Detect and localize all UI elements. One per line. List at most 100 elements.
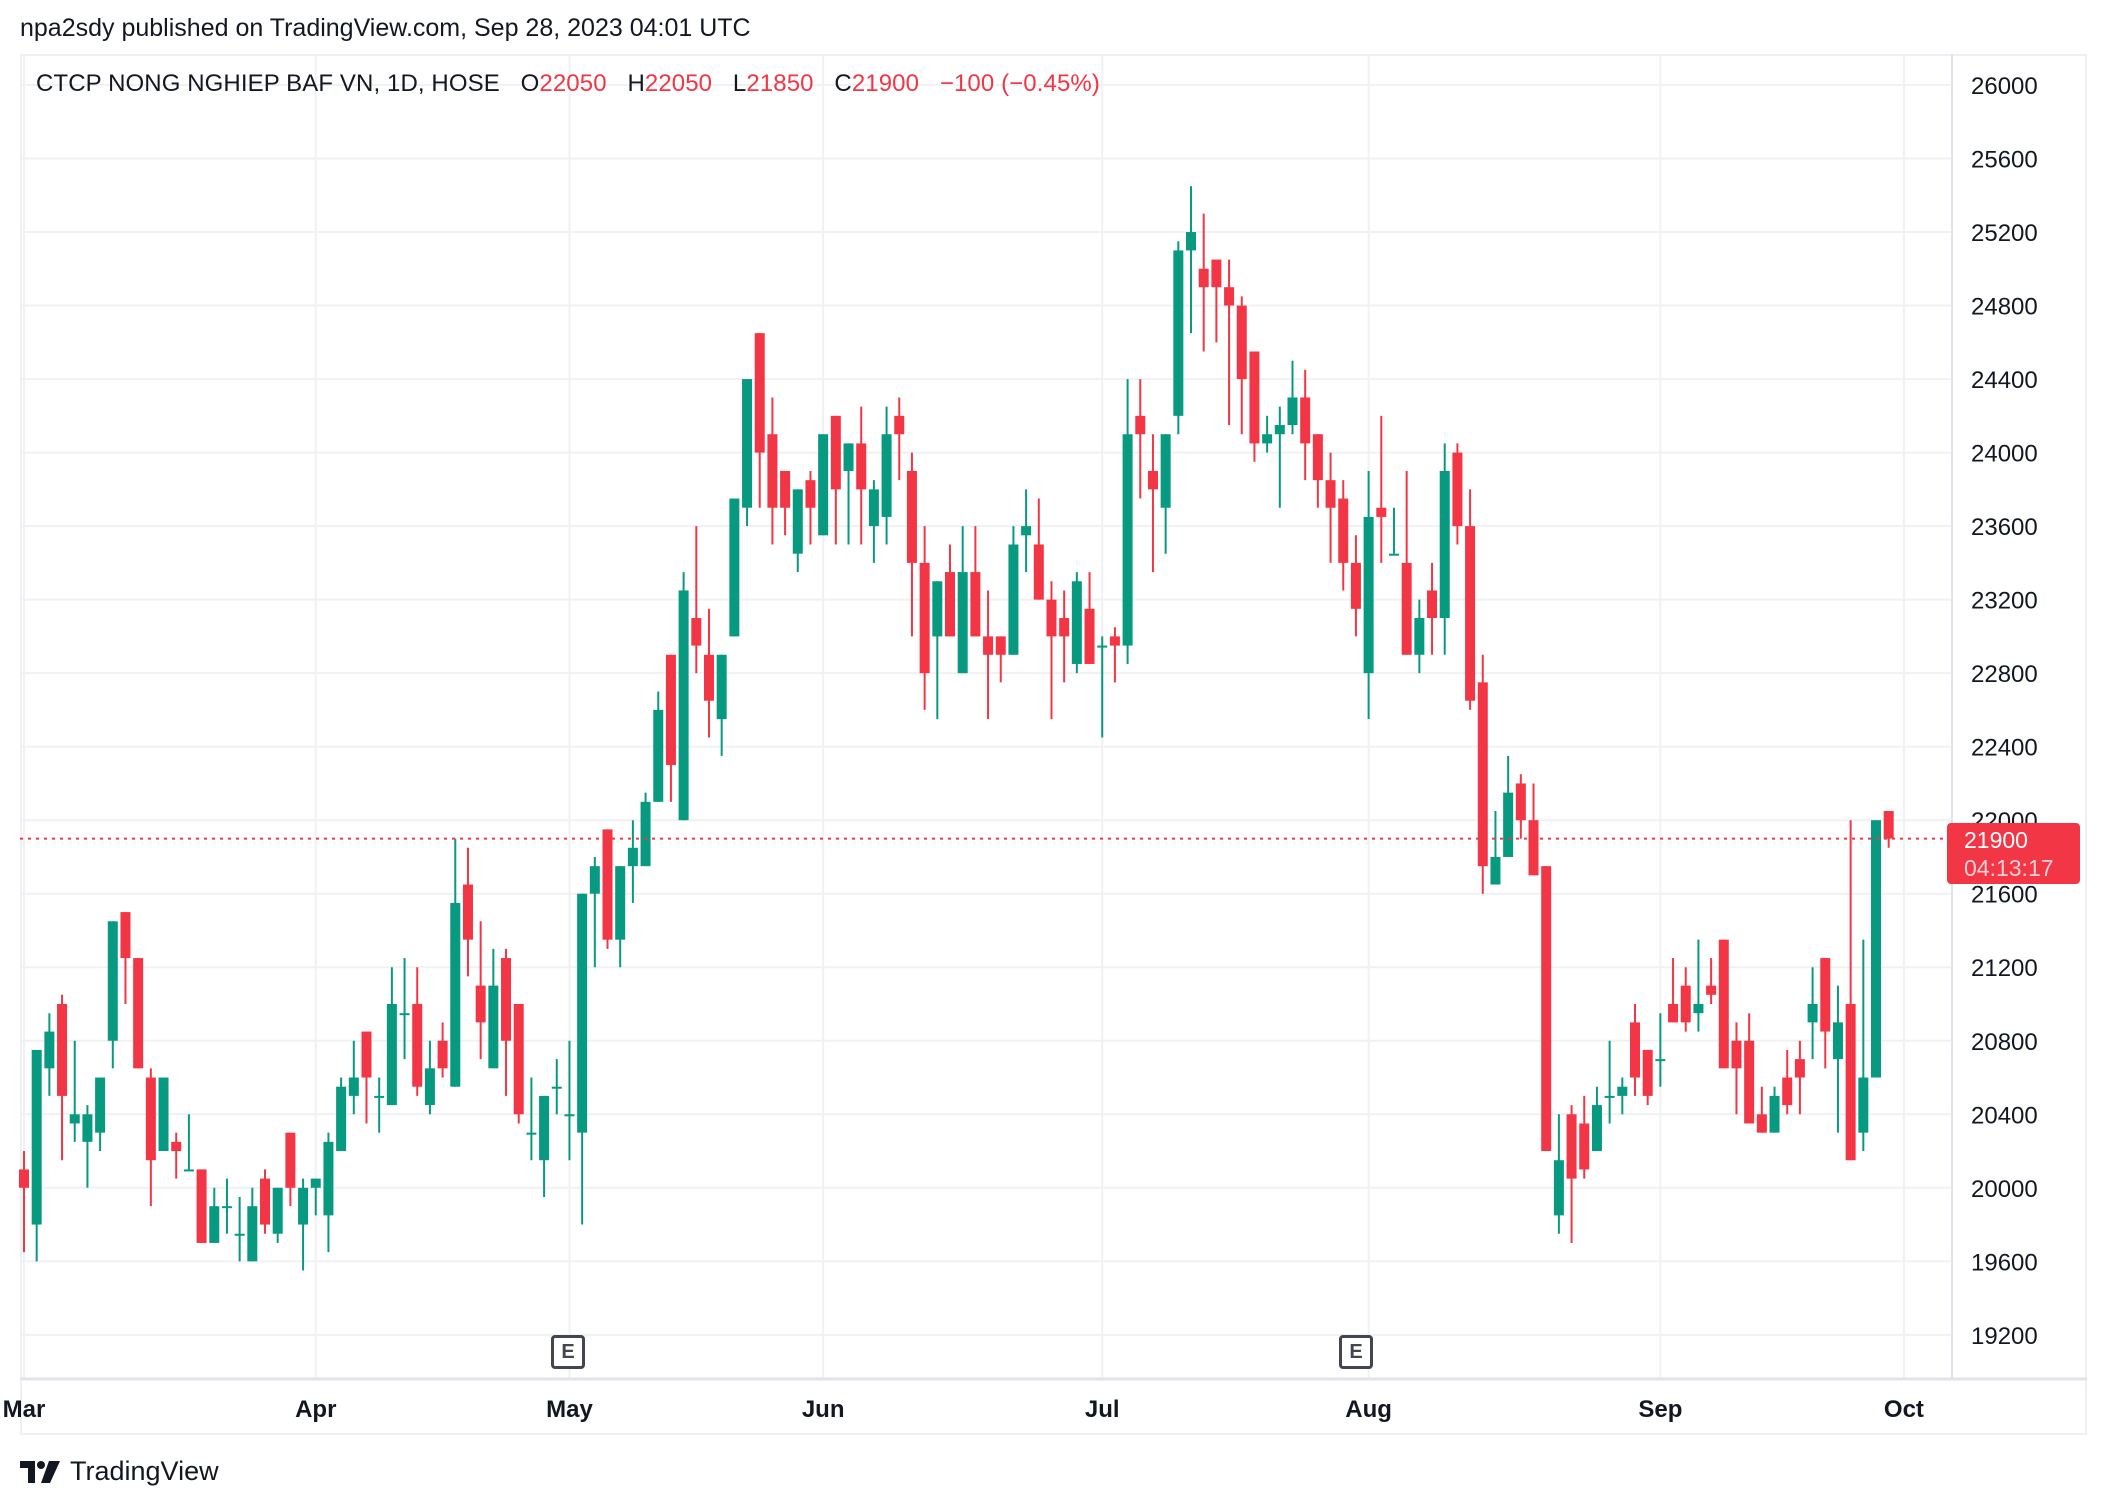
candle	[1312, 434, 1323, 508]
earnings-marker-icon[interactable]: E	[551, 1335, 585, 1369]
candle	[1236, 296, 1247, 435]
candle	[1642, 1049, 1653, 1106]
candle	[1097, 636, 1108, 738]
candle	[703, 608, 714, 738]
candle	[1059, 590, 1070, 683]
candle	[1515, 774, 1526, 839]
candle	[1350, 535, 1361, 637]
candle	[1287, 360, 1298, 435]
candle	[1541, 866, 1552, 1152]
price-tick-label: 26000	[1971, 73, 2038, 100]
candle	[615, 866, 626, 968]
candle	[1871, 820, 1882, 1078]
candle	[1363, 470, 1374, 720]
candle	[513, 1004, 524, 1124]
candle	[95, 1077, 106, 1152]
candle	[1211, 259, 1222, 343]
candle	[1173, 241, 1184, 435]
candle	[145, 1068, 156, 1207]
price-tick-label: 20800	[1971, 1029, 2038, 1056]
candle	[501, 948, 512, 1096]
candle	[348, 1040, 359, 1115]
candle	[1414, 599, 1425, 674]
candle	[1477, 654, 1488, 894]
last-price-value: 21900	[1964, 827, 2028, 853]
candle	[336, 1077, 347, 1152]
candle	[183, 1114, 194, 1172]
candle	[729, 498, 740, 637]
tradingview-wordmark: TradingView	[70, 1456, 219, 1486]
candle	[843, 443, 854, 545]
candle	[894, 397, 905, 481]
candle	[1794, 1040, 1805, 1115]
candle	[1249, 351, 1260, 462]
candle	[640, 792, 651, 867]
time-tick-label: May	[546, 1396, 593, 1423]
candle	[1490, 811, 1501, 885]
candle	[1528, 783, 1539, 876]
last-price-tag: 21900 04:13:17	[1947, 823, 2080, 884]
candle	[171, 1132, 182, 1179]
tradingview-logo-icon	[20, 1460, 60, 1483]
candle	[285, 1132, 296, 1207]
time-tick-label: Oct	[1884, 1396, 1924, 1423]
candle	[577, 893, 588, 1225]
price-tick-label: 19600	[1971, 1249, 2038, 1276]
candle	[399, 958, 410, 1060]
candle	[424, 1040, 435, 1115]
candle	[1858, 939, 1869, 1152]
candle	[1566, 1105, 1577, 1243]
candle	[1388, 507, 1399, 556]
earnings-marker-icon[interactable]: E	[1339, 1335, 1373, 1369]
close-value: 21900	[851, 70, 920, 97]
candle	[1338, 480, 1349, 591]
candle	[1008, 526, 1019, 655]
candle	[1046, 581, 1057, 720]
candle	[805, 470, 816, 545]
candle	[1718, 939, 1729, 1069]
tradingview-brand[interactable]: TradingView	[20, 1456, 219, 1487]
candle	[602, 829, 613, 949]
time-tick-label: Sep	[1638, 1396, 1682, 1423]
symbol-legend: CTCP NONG NGHIEP BAF VN, 1D, HOSE O22050…	[36, 70, 1100, 98]
price-tick-label: 23200	[1971, 588, 2038, 615]
candle	[906, 452, 917, 637]
candle	[868, 480, 879, 563]
time-axis[interactable]: Mar Apr May Jun Jul Aug Sep Oct	[3, 1396, 1924, 1423]
price-tick-label: 24000	[1971, 441, 2038, 468]
candle	[742, 379, 753, 527]
candle	[1693, 939, 1704, 1032]
candle	[1744, 1013, 1755, 1124]
candle	[564, 1040, 575, 1161]
candle	[450, 838, 461, 1087]
candle	[856, 406, 867, 545]
time-tick-label: Jul	[1085, 1396, 1120, 1423]
candle	[932, 581, 943, 720]
candle	[107, 921, 118, 1069]
candle	[818, 434, 829, 536]
candle	[120, 912, 131, 1004]
candle	[589, 856, 600, 968]
candle	[1655, 1013, 1666, 1087]
candle	[551, 1059, 562, 1115]
price-tick-label: 24800	[1971, 294, 2038, 321]
bar-countdown: 04:13:17	[1964, 855, 2054, 881]
price-tick-label: 19200	[1971, 1323, 2038, 1350]
candle	[1033, 498, 1044, 600]
candle	[830, 415, 841, 545]
candle	[526, 1077, 537, 1161]
time-tick-label: Jun	[802, 1396, 845, 1423]
candle	[1084, 572, 1095, 664]
candle	[247, 1187, 258, 1262]
candle	[1820, 958, 1831, 1069]
candle	[221, 1178, 232, 1234]
candle	[1071, 572, 1082, 674]
candle	[1591, 1086, 1602, 1152]
candle	[437, 1022, 448, 1078]
candle	[488, 948, 499, 1069]
price-axis[interactable]: 26000 25600 25200 24800 24400 24000 23600 23200…	[1971, 73, 2038, 1350]
candle	[780, 470, 791, 536]
high-key: H	[627, 70, 645, 97]
time-tick-label: Aug	[1345, 1396, 1392, 1423]
